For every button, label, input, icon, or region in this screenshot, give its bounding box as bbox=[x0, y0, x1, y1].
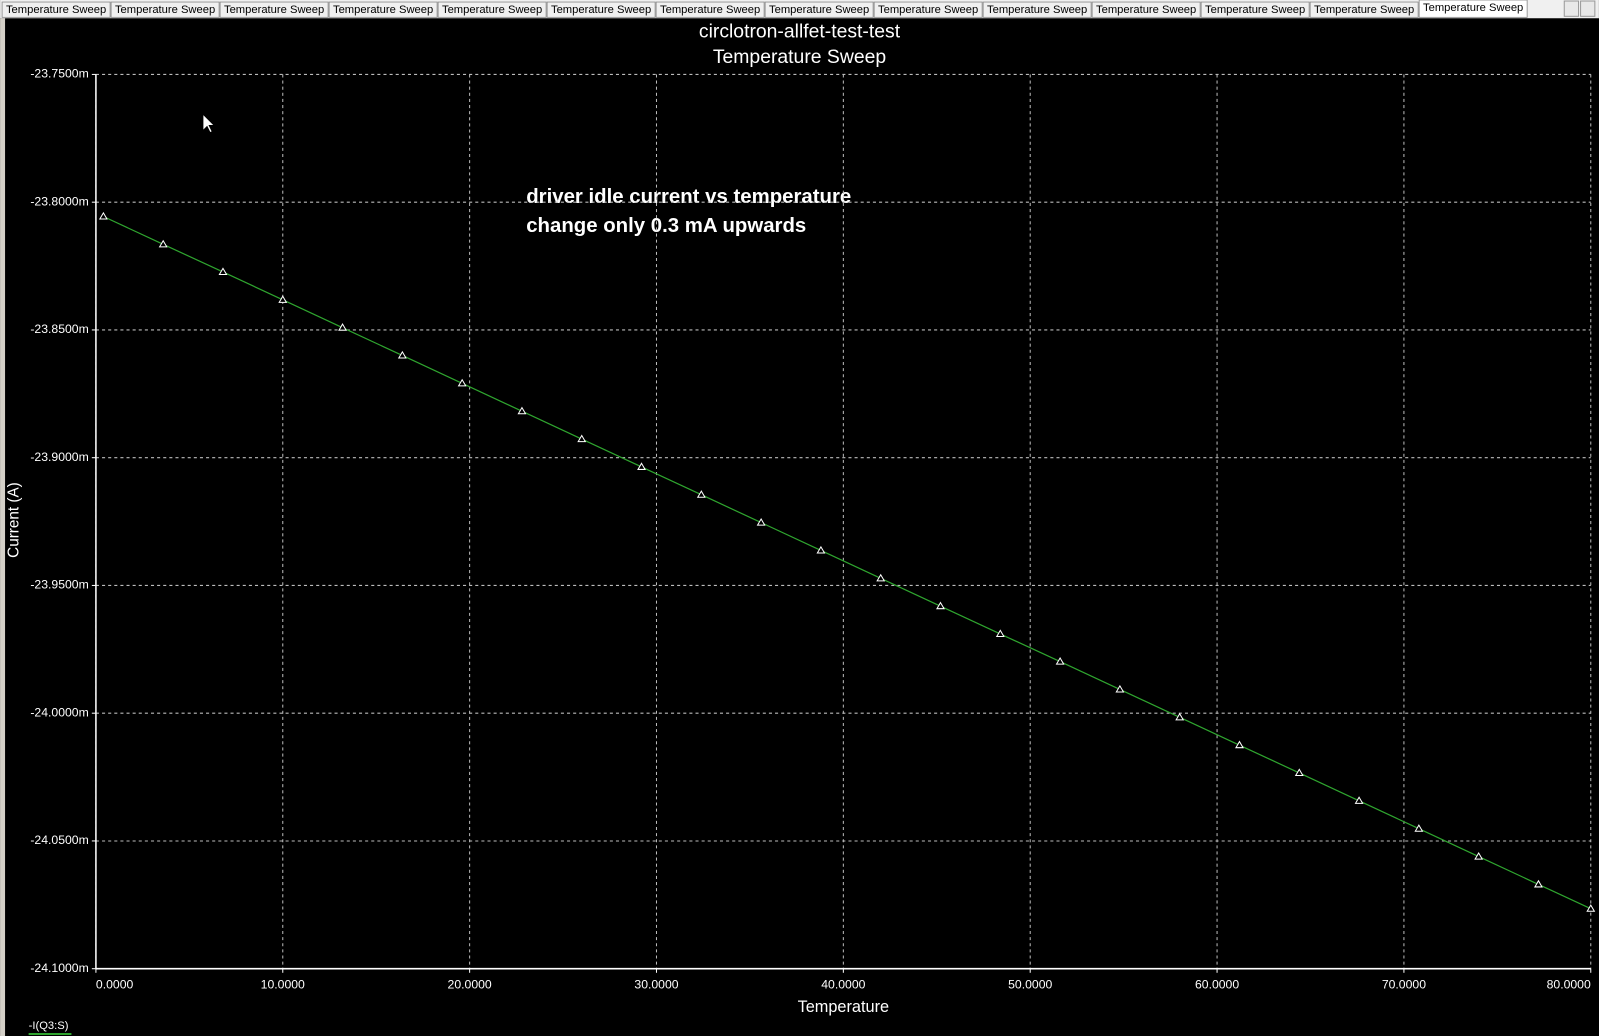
tab[interactable] bbox=[1200, 1, 1310, 18]
data-marker bbox=[756, 518, 766, 526]
data-marker bbox=[1175, 712, 1185, 721]
y-tick-label: -24.0000m bbox=[30, 705, 88, 719]
x-tick-label: 70.0000 bbox=[1382, 977, 1426, 991]
tab-label[interactable]: Temperature Sweep bbox=[442, 4, 542, 16]
legend-label: -I(Q3:S) bbox=[29, 1020, 69, 1032]
data-marker bbox=[1115, 684, 1125, 693]
annotation: change only 0.3 mA upwards bbox=[526, 215, 806, 237]
y-tick-label: -23.8500m bbox=[30, 322, 88, 336]
x-axis-label: Temperature bbox=[798, 998, 890, 1016]
y-tick-label: -23.9500m bbox=[30, 578, 88, 592]
data-marker bbox=[1055, 657, 1065, 665]
tab[interactable] bbox=[764, 1, 874, 18]
x-tick-label: 50.0000 bbox=[1008, 977, 1052, 991]
data-marker bbox=[637, 462, 646, 470]
tab[interactable] bbox=[655, 1, 765, 18]
chart-subtitle: Temperature Sweep bbox=[713, 46, 886, 68]
tab-label[interactable]: Temperature Sweep bbox=[115, 4, 215, 16]
left-border bbox=[0, 18, 6, 1036]
tab-label[interactable]: Temperature Sweep bbox=[1423, 2, 1523, 14]
x-tick-label: 0.0000 bbox=[96, 977, 134, 991]
y-tick-label: -24.1000m bbox=[30, 961, 88, 975]
data-marker bbox=[278, 295, 288, 303]
tab-label[interactable]: Temperature Sweep bbox=[333, 4, 433, 16]
y-tick-label: -23.7500m bbox=[30, 67, 88, 81]
x-tick-label: 20.0000 bbox=[448, 977, 492, 991]
data-marker bbox=[696, 490, 706, 498]
y-tick-label: -24.0500m bbox=[30, 833, 88, 847]
chart-title: circlotron-allfet-test-test bbox=[699, 21, 901, 43]
data-marker bbox=[995, 629, 1005, 638]
tab-label[interactable]: Temperature Sweep bbox=[224, 4, 324, 16]
tab[interactable] bbox=[1091, 1, 1201, 18]
data-marker bbox=[816, 545, 826, 554]
x-tick-label: 40.0000 bbox=[821, 977, 865, 991]
tab-label[interactable]: Temperature Sweep bbox=[1205, 4, 1305, 16]
y-tick-label: -23.8000m bbox=[30, 194, 88, 208]
data-marker bbox=[936, 601, 945, 610]
tab[interactable] bbox=[1, 1, 111, 18]
tab[interactable] bbox=[328, 1, 438, 18]
data-marker bbox=[218, 267, 228, 276]
data-marker bbox=[1586, 904, 1596, 912]
tab-label[interactable]: Temperature Sweep bbox=[1314, 4, 1414, 16]
data-marker bbox=[158, 239, 168, 248]
tab-scroll-right[interactable] bbox=[1580, 0, 1596, 17]
y-axis-label: Current (A) bbox=[5, 482, 22, 558]
tab-scroll-left[interactable] bbox=[1563, 0, 1580, 17]
tab[interactable] bbox=[873, 1, 983, 18]
tab-label[interactable]: Temperature Sweep bbox=[551, 4, 651, 16]
mouse-cursor bbox=[202, 113, 216, 134]
x-tick-label: 60.0000 bbox=[1195, 977, 1239, 991]
tab[interactable] bbox=[1418, 0, 1528, 18]
x-tick-label: 80.0000 bbox=[1547, 977, 1591, 991]
data-marker bbox=[1354, 796, 1364, 804]
data-marker bbox=[1294, 768, 1304, 777]
tab-label[interactable]: Temperature Sweep bbox=[987, 4, 1087, 16]
tab[interactable] bbox=[219, 1, 329, 18]
data-marker bbox=[517, 406, 527, 415]
tab[interactable] bbox=[437, 1, 547, 18]
tab-label[interactable]: Temperature Sweep bbox=[6, 4, 106, 16]
x-tick-label: 10.0000 bbox=[261, 977, 305, 991]
data-marker bbox=[577, 434, 587, 443]
data-marker bbox=[338, 323, 348, 331]
tab[interactable] bbox=[546, 1, 656, 18]
data-marker bbox=[1414, 824, 1424, 832]
plot-background bbox=[5, 18, 1599, 1036]
data-marker bbox=[1533, 879, 1543, 888]
data-marker bbox=[457, 378, 467, 387]
data-marker bbox=[876, 573, 886, 582]
tab[interactable] bbox=[1309, 1, 1419, 18]
tab[interactable] bbox=[110, 1, 220, 18]
series-line bbox=[103, 215, 1592, 910]
tab-label[interactable]: Temperature Sweep bbox=[769, 4, 869, 16]
y-tick-label: -23.9000m bbox=[30, 450, 88, 464]
annotation: driver idle current vs temperature bbox=[526, 186, 851, 208]
data-marker bbox=[1235, 740, 1244, 749]
x-tick-label: 30.0000 bbox=[634, 977, 678, 991]
data-marker bbox=[1474, 851, 1484, 860]
data-marker bbox=[98, 211, 108, 220]
tab-label[interactable]: Temperature Sweep bbox=[660, 4, 760, 16]
tab-label[interactable]: Temperature Sweep bbox=[878, 4, 978, 16]
tab[interactable] bbox=[982, 1, 1092, 18]
tab-label[interactable]: Temperature Sweep bbox=[1096, 4, 1196, 16]
data-marker bbox=[397, 350, 407, 359]
